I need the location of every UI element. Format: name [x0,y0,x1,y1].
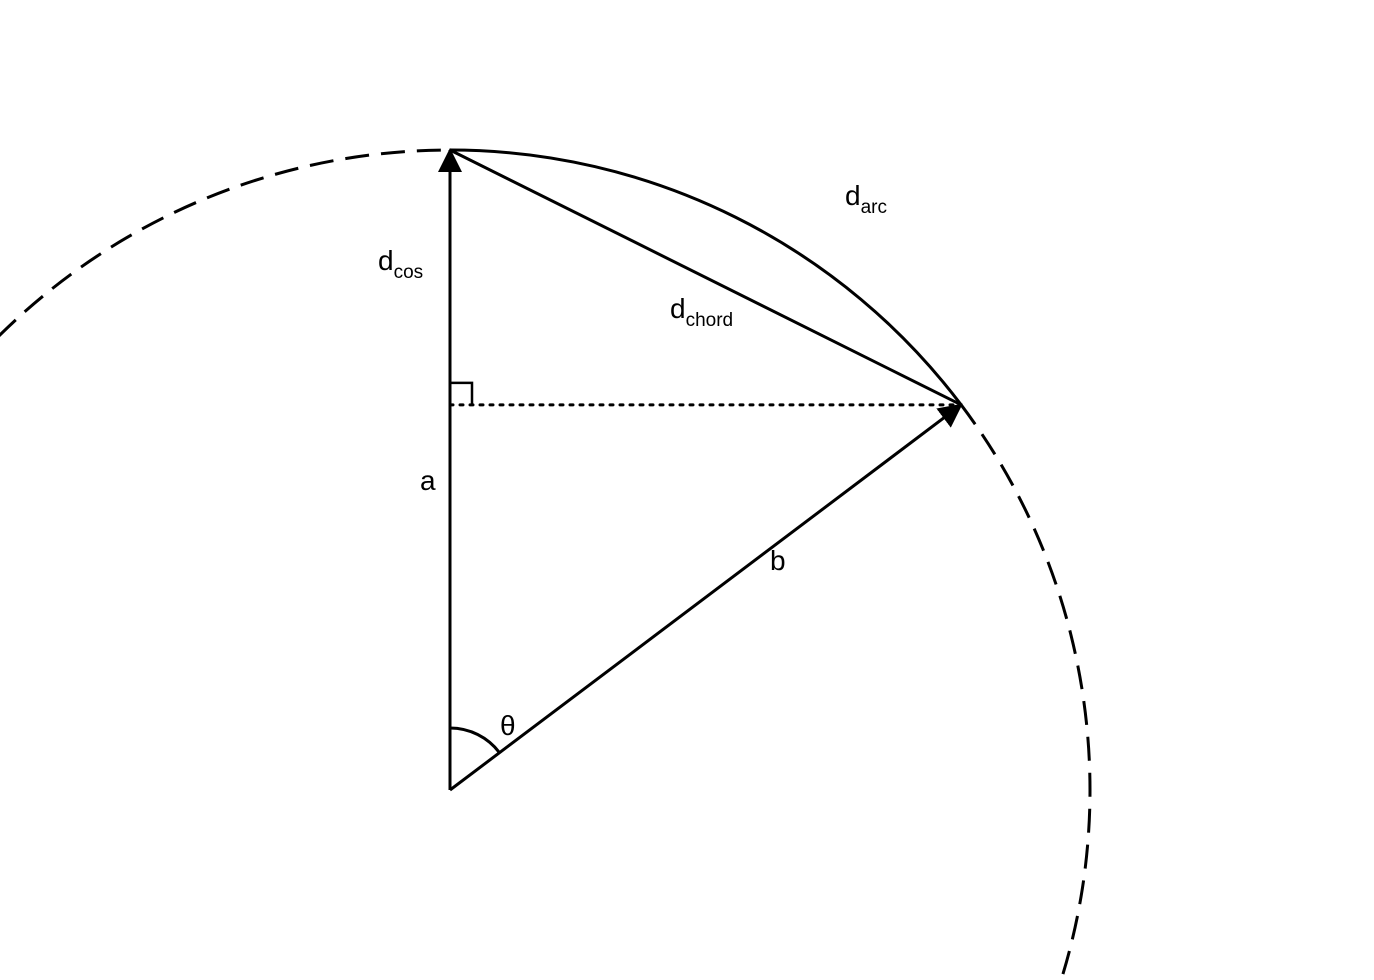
label-a: a [420,465,436,496]
label-d-arc: darc [845,180,887,218]
vector-b [450,405,961,790]
chord-line [450,150,961,405]
label-theta: θ [500,710,516,741]
angle-theta-arc [450,728,500,753]
dashed-arc-right [961,405,1090,980]
label-d-chord: dchord [670,293,733,331]
right-angle-marker [450,383,472,405]
label-d-cos: dcos [378,245,423,283]
label-b: b [770,545,786,576]
geometry-diagram: darc dchord dcos a b θ [0,0,1374,980]
